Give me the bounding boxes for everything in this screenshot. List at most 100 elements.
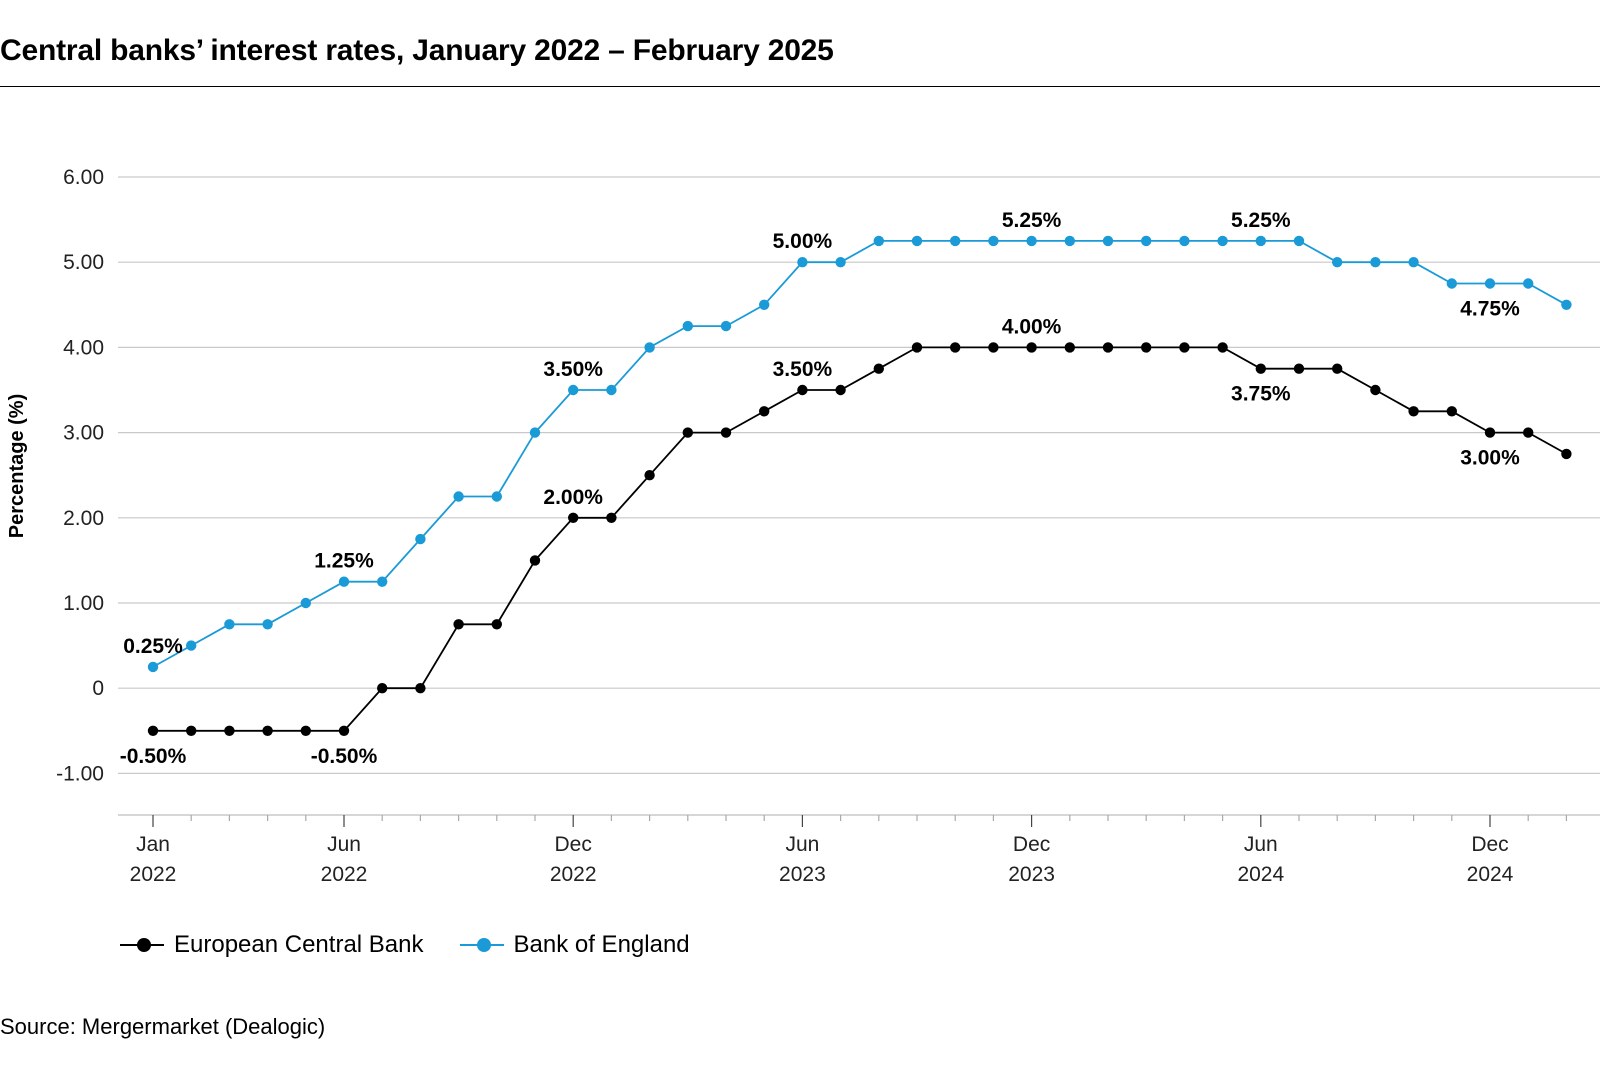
data-point [1026,235,1037,247]
x-tick-label-year: 2022 [550,863,597,886]
data-point [529,555,541,566]
data-point [1484,278,1496,289]
chart-title: Central banks’ interest rates, January 2… [0,34,834,67]
data-point [720,427,732,438]
x-tick-label-year: 2024 [1237,863,1284,886]
data-point [377,576,388,587]
data-point [491,619,502,630]
x-tick-label-year: 2024 [1467,863,1514,886]
data-point [415,533,426,545]
data-label: 4.75% [1460,298,1520,321]
source-note: Source: Mergermarket (Dealogic) [0,1014,326,1039]
legend-label-ecb: European Central Bank [174,931,424,958]
data-point [377,683,388,694]
data-point [797,257,808,268]
data-point [911,342,923,353]
data-point [1523,427,1534,438]
data-point [186,640,197,651]
data-point [262,725,273,736]
data-point [338,576,350,587]
data-point [950,235,961,247]
data-point [606,384,617,396]
data-label: 0.25% [123,635,183,658]
data-point [1141,235,1152,247]
data-point [568,512,579,523]
data-label: -0.50% [311,745,378,768]
y-tick-label: 6.00 [63,166,104,189]
data-point [1561,299,1572,310]
legend-swatch-ecb [120,938,164,952]
data-point [682,427,693,438]
data-point [1408,406,1419,417]
data-point [453,491,464,502]
x-axis-labels: Jan 2022 Jun 2022 Dec 2022 Jun 2023 Dec 2023 Jun 20… [130,833,1514,886]
data-point [1141,342,1152,353]
data-point [759,299,770,310]
data-point [835,257,846,268]
x-tick-label-year: 2022 [321,863,368,886]
data-point [606,512,617,523]
data-point [1026,342,1037,353]
y-axis-title: Percentage (%) [6,394,28,539]
legend-swatch-boe [459,938,504,952]
data-point [1446,278,1458,289]
x-tick-label-month: Jun [1244,833,1278,856]
data-point [1408,257,1419,268]
data-point [988,342,999,353]
data-label: 3.50% [773,358,833,381]
data-point [224,619,235,630]
data-point [644,342,655,353]
data-point [1332,257,1343,268]
data-point [1255,235,1267,247]
data-point [797,384,808,396]
data-point [873,235,884,247]
data-point [911,235,923,247]
data-point [186,725,197,736]
x-tick-label-month: Jan [136,833,170,856]
data-point [1561,448,1572,460]
data-point [1255,363,1267,374]
data-point [1102,235,1114,247]
data-point [568,384,579,396]
data-point [1064,235,1076,247]
y-tick-label: 2.00 [63,507,104,530]
data-point [147,661,159,673]
data-point [1370,257,1381,268]
y-tick-label: -1.00 [56,762,104,785]
y-tick-label: 4.00 [63,336,104,359]
series-line [152,239,1567,668]
data-point [720,320,732,332]
x-tick-label-year: 2023 [1008,863,1055,886]
data-point [300,725,311,736]
title-divider [0,86,1600,87]
data-point [988,235,999,247]
x-tick-label-month: Jun [785,833,819,856]
series-lines [147,235,1572,736]
data-point [644,470,655,481]
x-tick-label-month: Dec [1013,833,1050,856]
data-point [1217,342,1228,353]
x-tick-label-month: Dec [1471,833,1508,856]
data-point [147,725,159,736]
data-point [300,597,311,609]
data-point [1217,235,1228,247]
data-point [1293,235,1305,247]
data-point [1484,427,1496,438]
data-point [415,683,426,694]
data-labels: -0.50% -0.50% 2.00% 3.50% 4.00% 3.75% 3.00% 0.2… [120,209,1520,768]
y-tick-label: 3.00 [63,422,104,445]
data-point [453,619,464,630]
data-point [1370,384,1381,396]
data-label: 2.00% [543,486,603,509]
legend-item-boe: Bank of England [459,931,690,959]
legend-label-boe: Bank of England [513,931,690,958]
data-point [1179,342,1190,353]
data-label: 3.75% [1231,383,1291,406]
legend-item-ecb: European Central Bank [120,931,424,959]
data-label: 4.00% [1002,315,1062,338]
data-point [224,725,235,736]
data-point [1446,406,1458,417]
series-line [153,346,1567,732]
y-tick-label: 1.00 [63,592,104,615]
data-point [1102,342,1114,353]
